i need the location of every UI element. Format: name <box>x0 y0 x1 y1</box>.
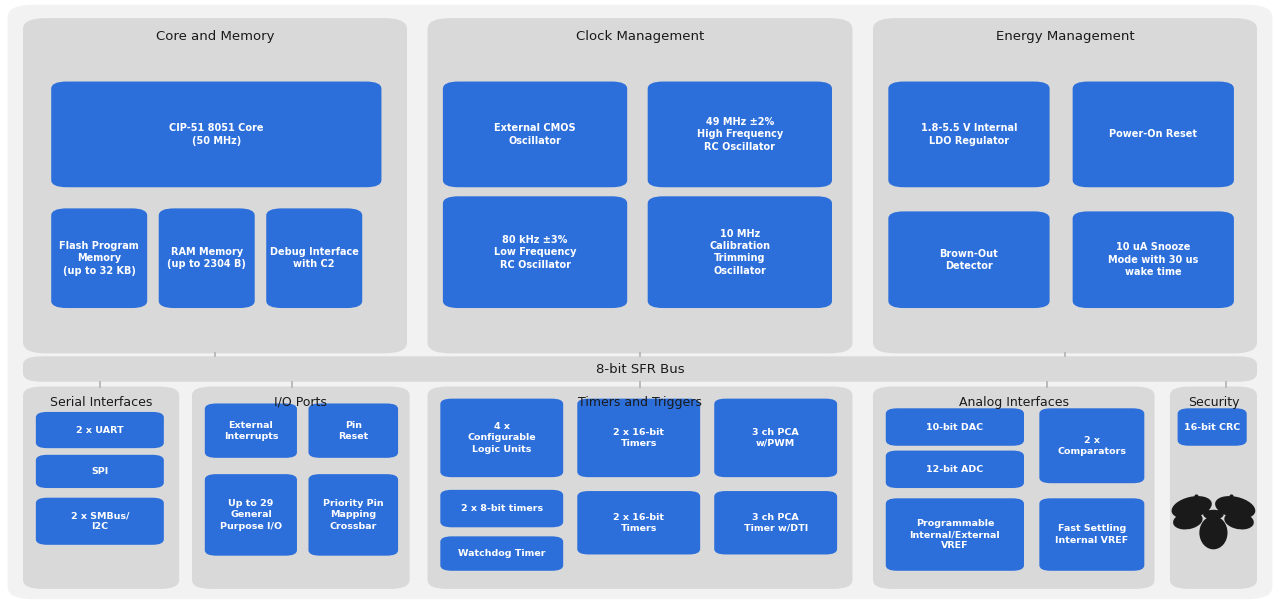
Text: I/O Ports: I/O Ports <box>274 396 328 409</box>
Text: Flash Program
Memory
(up to 32 KB): Flash Program Memory (up to 32 KB) <box>59 241 140 275</box>
Ellipse shape <box>1172 512 1203 530</box>
Text: 12-bit ADC: 12-bit ADC <box>927 465 983 474</box>
FancyBboxPatch shape <box>1170 387 1257 589</box>
Text: Up to 29
General
Purpose I/O: Up to 29 General Purpose I/O <box>220 500 282 530</box>
FancyBboxPatch shape <box>192 387 410 589</box>
Text: CIP-51 8051 Core
(50 MHz): CIP-51 8051 Core (50 MHz) <box>169 123 264 146</box>
FancyBboxPatch shape <box>428 387 852 589</box>
Text: 10 MHz
Calibration
Trimming
Oscillator: 10 MHz Calibration Trimming Oscillator <box>709 228 771 276</box>
Text: Serial Interfaces: Serial Interfaces <box>50 396 152 409</box>
Text: Debug Interface
with C2: Debug Interface with C2 <box>270 247 358 269</box>
FancyBboxPatch shape <box>577 491 700 554</box>
Text: 3 ch PCA
Timer w/DTI: 3 ch PCA Timer w/DTI <box>744 513 808 533</box>
FancyBboxPatch shape <box>886 498 1024 571</box>
Text: 10 uA Snooze
Mode with 30 us
wake time: 10 uA Snooze Mode with 30 us wake time <box>1108 242 1198 277</box>
Text: Watchdog Timer: Watchdog Timer <box>458 549 545 558</box>
Text: 1.8-5.5 V Internal
LDO Regulator: 1.8-5.5 V Internal LDO Regulator <box>920 123 1018 146</box>
Text: 2 x 8-bit timers: 2 x 8-bit timers <box>461 504 543 513</box>
FancyBboxPatch shape <box>648 196 832 308</box>
Text: 8-bit SFR Bus: 8-bit SFR Bus <box>595 362 685 376</box>
FancyBboxPatch shape <box>888 82 1050 187</box>
Text: 2 x UART: 2 x UART <box>76 426 124 434</box>
Text: 2 x 16-bit
Timers: 2 x 16-bit Timers <box>613 428 664 448</box>
Text: 10-bit DAC: 10-bit DAC <box>927 423 983 431</box>
Ellipse shape <box>1224 512 1254 530</box>
Text: 2 x SMBus/
I2C: 2 x SMBus/ I2C <box>70 511 129 532</box>
FancyBboxPatch shape <box>308 474 398 556</box>
FancyBboxPatch shape <box>873 18 1257 353</box>
FancyBboxPatch shape <box>36 498 164 545</box>
FancyBboxPatch shape <box>648 82 832 187</box>
Ellipse shape <box>1199 516 1228 550</box>
Text: Core and Memory: Core and Memory <box>156 30 274 43</box>
Text: 2 x
Comparators: 2 x Comparators <box>1057 435 1126 456</box>
FancyBboxPatch shape <box>443 196 627 308</box>
FancyBboxPatch shape <box>1039 408 1144 483</box>
Text: Clock Management: Clock Management <box>576 30 704 43</box>
Text: Security: Security <box>1188 396 1239 409</box>
FancyBboxPatch shape <box>205 403 297 458</box>
Text: External
Interrupts: External Interrupts <box>224 420 278 441</box>
Text: 49 MHz ±2%
High Frequency
RC Oscillator: 49 MHz ±2% High Frequency RC Oscillator <box>696 117 783 152</box>
Text: Fast Settling
Internal VREF: Fast Settling Internal VREF <box>1055 524 1129 545</box>
FancyBboxPatch shape <box>308 403 398 458</box>
Text: 3 ch PCA
w/PWM: 3 ch PCA w/PWM <box>753 428 799 448</box>
FancyBboxPatch shape <box>428 18 852 353</box>
FancyBboxPatch shape <box>159 208 255 308</box>
FancyBboxPatch shape <box>577 399 700 477</box>
Text: External CMOS
Oscillator: External CMOS Oscillator <box>494 123 576 146</box>
FancyBboxPatch shape <box>888 211 1050 308</box>
FancyBboxPatch shape <box>1039 498 1144 571</box>
FancyBboxPatch shape <box>8 5 1272 599</box>
Text: RAM Memory
(up to 2304 B): RAM Memory (up to 2304 B) <box>168 247 246 269</box>
FancyBboxPatch shape <box>1073 82 1234 187</box>
FancyBboxPatch shape <box>51 208 147 308</box>
Text: 80 kHz ±3%
Low Frequency
RC Oscillator: 80 kHz ±3% Low Frequency RC Oscillator <box>494 235 576 269</box>
Text: Analog Interfaces: Analog Interfaces <box>959 396 1069 409</box>
FancyBboxPatch shape <box>205 474 297 556</box>
FancyBboxPatch shape <box>714 399 837 477</box>
FancyBboxPatch shape <box>51 82 381 187</box>
FancyBboxPatch shape <box>440 536 563 571</box>
FancyBboxPatch shape <box>23 387 179 589</box>
Text: Brown-Out
Detector: Brown-Out Detector <box>940 248 998 271</box>
FancyBboxPatch shape <box>886 451 1024 488</box>
Text: Energy Management: Energy Management <box>996 30 1134 43</box>
FancyBboxPatch shape <box>873 387 1155 589</box>
FancyBboxPatch shape <box>440 399 563 477</box>
Text: Pin
Reset: Pin Reset <box>338 420 369 441</box>
Ellipse shape <box>1215 496 1256 519</box>
Text: Power-On Reset: Power-On Reset <box>1110 129 1197 140</box>
FancyBboxPatch shape <box>440 490 563 527</box>
Ellipse shape <box>1203 510 1224 519</box>
Ellipse shape <box>1171 496 1212 519</box>
FancyBboxPatch shape <box>23 18 407 353</box>
FancyBboxPatch shape <box>23 356 1257 382</box>
FancyBboxPatch shape <box>886 408 1024 446</box>
Text: Priority Pin
Mapping
Crossbar: Priority Pin Mapping Crossbar <box>323 500 384 530</box>
Text: SPI: SPI <box>91 467 109 476</box>
Text: 4 x
Configurable
Logic Units: 4 x Configurable Logic Units <box>467 422 536 454</box>
FancyBboxPatch shape <box>36 455 164 488</box>
Text: Programmable
Internal/External
VREF: Programmable Internal/External VREF <box>910 519 1000 550</box>
FancyBboxPatch shape <box>1073 211 1234 308</box>
Text: 2 x 16-bit
Timers: 2 x 16-bit Timers <box>613 513 664 533</box>
Text: 16-bit CRC: 16-bit CRC <box>1184 423 1240 431</box>
FancyBboxPatch shape <box>1178 408 1247 446</box>
Text: Timers and Triggers: Timers and Triggers <box>579 396 701 409</box>
FancyBboxPatch shape <box>714 491 837 554</box>
FancyBboxPatch shape <box>266 208 362 308</box>
FancyBboxPatch shape <box>443 82 627 187</box>
FancyBboxPatch shape <box>36 412 164 448</box>
